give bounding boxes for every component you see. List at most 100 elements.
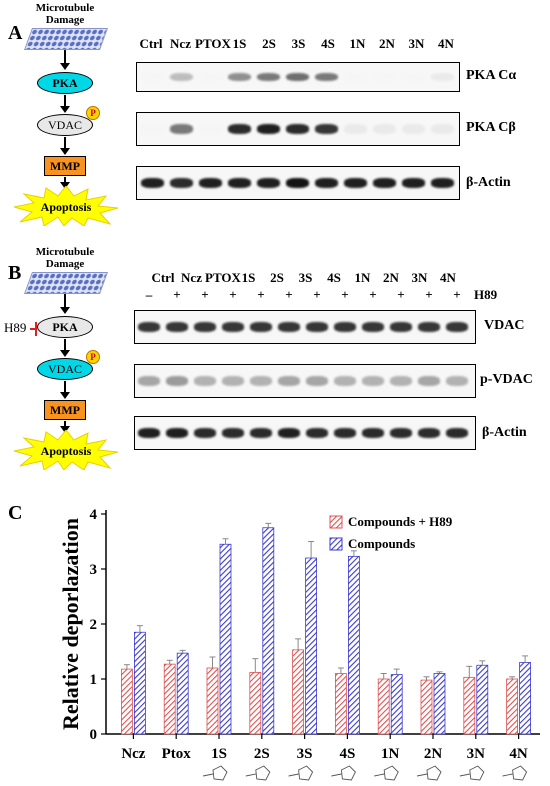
structure-bond bbox=[459, 773, 470, 777]
arrow-icon bbox=[60, 182, 70, 189]
blot-band bbox=[315, 72, 338, 82]
pathway-title-line2: Damage bbox=[45, 258, 85, 270]
blot-band bbox=[431, 72, 454, 82]
lane-label: 3S bbox=[291, 36, 306, 51]
blot-band bbox=[199, 178, 222, 188]
blot-band bbox=[344, 72, 367, 82]
y-tick-label: 4 bbox=[90, 507, 98, 523]
arrow-icon bbox=[60, 392, 70, 399]
structure-bond bbox=[245, 773, 256, 777]
h89-mark: + bbox=[453, 287, 461, 302]
pka-node: PKA bbox=[37, 316, 93, 338]
arrow-icon bbox=[60, 148, 70, 155]
phospho-badge: P bbox=[86, 350, 100, 364]
blot-band bbox=[402, 178, 425, 188]
lane-label: 4N bbox=[438, 36, 454, 51]
h89-mark: + bbox=[229, 287, 237, 302]
y-tick-label: 3 bbox=[90, 562, 98, 578]
blot-band bbox=[390, 376, 412, 386]
mmp-node: MMP bbox=[44, 400, 86, 420]
lane-label: 2S bbox=[270, 270, 284, 285]
arrow-line bbox=[64, 421, 66, 427]
blot-band bbox=[334, 376, 356, 386]
h89-mark: + bbox=[425, 287, 433, 302]
blot-band bbox=[141, 178, 164, 188]
microtubule-icon bbox=[23, 28, 109, 50]
panel-c-letter: C bbox=[8, 502, 23, 524]
structure-icon bbox=[512, 765, 528, 781]
arrow-line bbox=[64, 339, 66, 351]
arrow-line bbox=[64, 177, 66, 183]
h89-row-label: H89 bbox=[474, 287, 498, 302]
blot-band bbox=[306, 322, 328, 332]
bar-h89 bbox=[463, 676, 476, 735]
arrow-line bbox=[64, 95, 66, 107]
structure-icon bbox=[298, 765, 314, 781]
h89-mark: – bbox=[145, 287, 153, 302]
lane-label: 1N bbox=[354, 270, 371, 285]
blot-band bbox=[278, 322, 300, 332]
x-tick-label: 4N bbox=[509, 746, 528, 762]
blot-band bbox=[166, 322, 188, 332]
microtubule-icon bbox=[23, 272, 109, 294]
h89-mark: + bbox=[341, 287, 349, 302]
blot-band bbox=[402, 72, 425, 82]
bar-h89 bbox=[377, 678, 390, 735]
structure-bond bbox=[502, 773, 513, 777]
lane-label: 4S bbox=[321, 36, 335, 51]
apoptosis-burst-icon bbox=[14, 430, 118, 470]
structure-icon bbox=[255, 765, 271, 781]
blot-band bbox=[373, 124, 396, 134]
blot-band bbox=[334, 322, 356, 332]
lane-label: Ncz bbox=[181, 270, 202, 285]
bar-h89 bbox=[206, 667, 219, 735]
blot-beta-actin-b bbox=[134, 416, 476, 450]
bar-compound bbox=[219, 543, 232, 735]
blot-band bbox=[278, 428, 300, 438]
structure-icon bbox=[426, 765, 442, 781]
arrow-line bbox=[64, 294, 66, 308]
x-tick-label: 3S bbox=[297, 746, 313, 762]
bar-h89 bbox=[163, 663, 176, 735]
arrow-icon bbox=[60, 307, 70, 314]
blot-band bbox=[344, 178, 367, 188]
lane-label: Ncz bbox=[170, 36, 191, 51]
y-tick-label: 2 bbox=[90, 617, 98, 633]
mmp-node: MMP bbox=[44, 156, 86, 176]
blot-band bbox=[222, 428, 244, 438]
blot-band bbox=[446, 428, 468, 438]
blot-label-vdac: VDAC bbox=[484, 318, 525, 333]
panel-a-letter: A bbox=[8, 22, 23, 44]
blot-band bbox=[334, 428, 356, 438]
structure-bond bbox=[416, 773, 428, 777]
blot-band bbox=[250, 322, 272, 332]
arrow-icon bbox=[60, 63, 70, 70]
blot-beta-actin-a bbox=[136, 166, 460, 200]
blot-band bbox=[222, 322, 244, 332]
lane-label: PTOX bbox=[205, 270, 241, 285]
lane-label: 2N bbox=[383, 270, 399, 285]
lane-label: 4S bbox=[327, 270, 341, 285]
pathway-title-line1: Microtubule bbox=[35, 2, 95, 14]
structure-icon bbox=[469, 765, 485, 781]
blot-band bbox=[278, 376, 300, 386]
pathway-title: Microtubule Damage bbox=[20, 246, 110, 270]
h89-marks-row: – + + + + + + + + + + + bbox=[134, 287, 474, 303]
bar-h89 bbox=[506, 678, 519, 735]
blot-band bbox=[446, 322, 468, 332]
blot-band bbox=[344, 124, 367, 134]
blot-pka-ca bbox=[136, 62, 460, 92]
legend-label: Compounds + H89 bbox=[348, 514, 453, 529]
h89-mark: + bbox=[285, 287, 293, 302]
y-tick-label: 1 bbox=[90, 672, 98, 688]
blot-band bbox=[199, 124, 222, 134]
blot-band bbox=[194, 376, 216, 386]
bar-compound bbox=[262, 527, 275, 735]
pathway-diagram-b: Microtubule Damage H89 PKA VDAC P MMP Ap… bbox=[0, 244, 130, 474]
bar-h89 bbox=[292, 649, 305, 735]
legend-swatch bbox=[329, 515, 343, 529]
blot-band bbox=[390, 428, 412, 438]
blot-band bbox=[418, 376, 440, 386]
pka-node: PKA bbox=[37, 72, 93, 94]
inhibit-line bbox=[30, 328, 36, 330]
